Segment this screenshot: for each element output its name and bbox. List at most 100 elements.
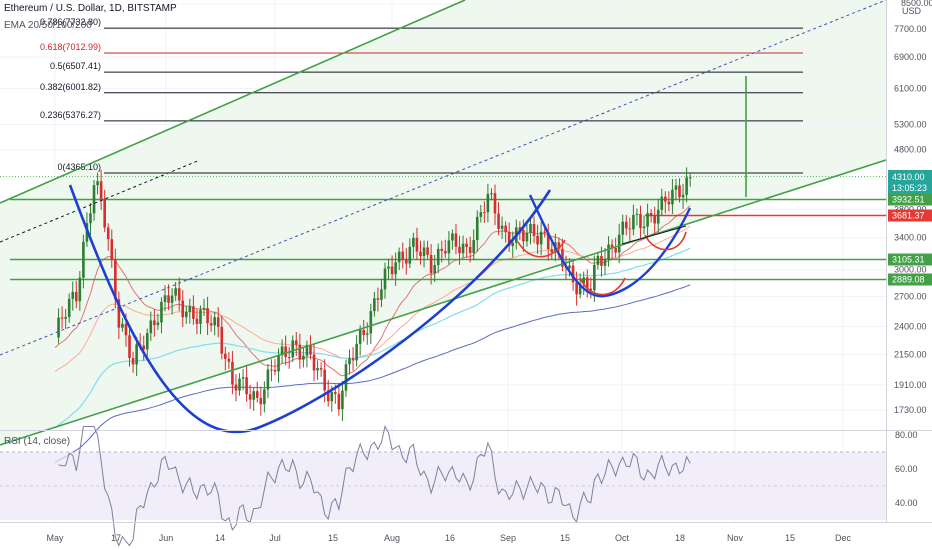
indicator-label: EMA 20/50/100/200 [4,20,92,31]
candle-body [149,320,153,334]
candle-body [660,196,664,210]
candle-body [280,346,284,356]
candle-102 [415,227,419,260]
candle-163 [632,204,635,236]
candle-39 [192,295,195,325]
candle-body [188,306,192,312]
candle-body [216,317,220,327]
candle-body [241,377,245,379]
candle-body [582,277,586,284]
candle-18 [117,291,121,339]
candle-37 [184,306,188,324]
cup-curve-small [528,194,692,298]
candle-110 [444,239,447,258]
candle-body [142,345,146,350]
price-tick-5: 3000.00 [894,265,927,275]
candle-body [497,213,500,229]
level-badge-2 [888,253,932,266]
candle-body [213,317,216,326]
candle-118 [472,229,476,261]
candle-body [209,323,213,326]
candle-body [341,390,344,410]
candle-body [192,306,195,319]
candle-body [220,326,224,354]
candle-116 [465,238,468,258]
candle-body [82,241,85,278]
candle-body [266,369,270,390]
candle-32 [167,284,170,311]
candle-139 [546,223,550,261]
candle-153 [596,251,600,270]
level-badge-3 [888,273,932,286]
candle-body [674,185,678,190]
candle-body [475,216,479,241]
candle-21 [128,324,131,367]
ema200-line [54,284,691,463]
candle-body [252,391,256,400]
candle-4 [67,293,71,323]
candle-70 [302,346,305,368]
time-tick-14: Dec [835,533,852,543]
candle-1 [57,308,60,344]
candle-body [529,224,532,233]
candle-103 [419,240,422,265]
candle-29 [156,313,160,330]
candle-43 [206,296,209,335]
time-tick-8: Sep [500,533,516,543]
candle-body [667,201,671,205]
candle-body [224,353,227,359]
candle-body [451,233,454,241]
candle-69 [298,333,302,369]
candle-46 [216,307,220,338]
candle-27 [149,311,153,341]
candle-19 [121,317,124,332]
candle-body [344,364,348,391]
candle-body [117,299,121,328]
candle-54 [245,366,248,402]
candle-body [334,392,337,394]
candle-81 [341,380,344,421]
candle-body [195,318,199,324]
candle-55 [248,384,252,409]
candle-173 [667,191,671,212]
ema100-line [54,247,691,429]
candle-51 [234,374,238,402]
candle-body [163,295,167,302]
candle-40 [195,309,199,335]
cup-curve-large [68,184,552,434]
candle-body [309,344,312,355]
candle-body [490,193,493,195]
candle-38 [188,298,192,324]
candle-body [610,244,614,248]
candle-body [649,213,653,217]
candle-body [390,266,394,275]
candle-body [330,392,334,402]
price-tick-11: 6100.00 [894,84,927,94]
candle-95 [390,255,394,280]
time-axis: May 17 Jun 14 Jul 15 Aug 16 Sep 15 Oct 18 Nov 15 Dec [0,522,932,543]
fib-label-4: 0.236(5376.27) [40,110,101,120]
candle-16 [110,229,114,268]
horizontal-levels [0,176,886,281]
candle-body [447,240,451,254]
candle-body [156,322,160,326]
candle-body [110,239,114,260]
candle-11 [92,180,96,221]
candle-36 [181,290,185,327]
candle-22 [131,351,135,373]
fib-label-0: 0.786(7732.80) [40,17,101,27]
candle-147 [575,271,578,306]
candle-body [74,291,78,302]
candle-body [167,295,170,303]
candle-14 [103,189,106,233]
current-price-value: 4310.00 [892,172,925,182]
price-tick-4: 2700.00 [894,291,927,301]
candle-body [184,311,188,318]
candle-body [671,189,674,205]
price-tick-1: 1910.00 [894,380,927,390]
candle-body [486,193,490,213]
candle-75 [319,362,323,377]
candle-body [522,230,525,242]
candle-body [60,317,64,319]
candle-body [302,355,305,360]
